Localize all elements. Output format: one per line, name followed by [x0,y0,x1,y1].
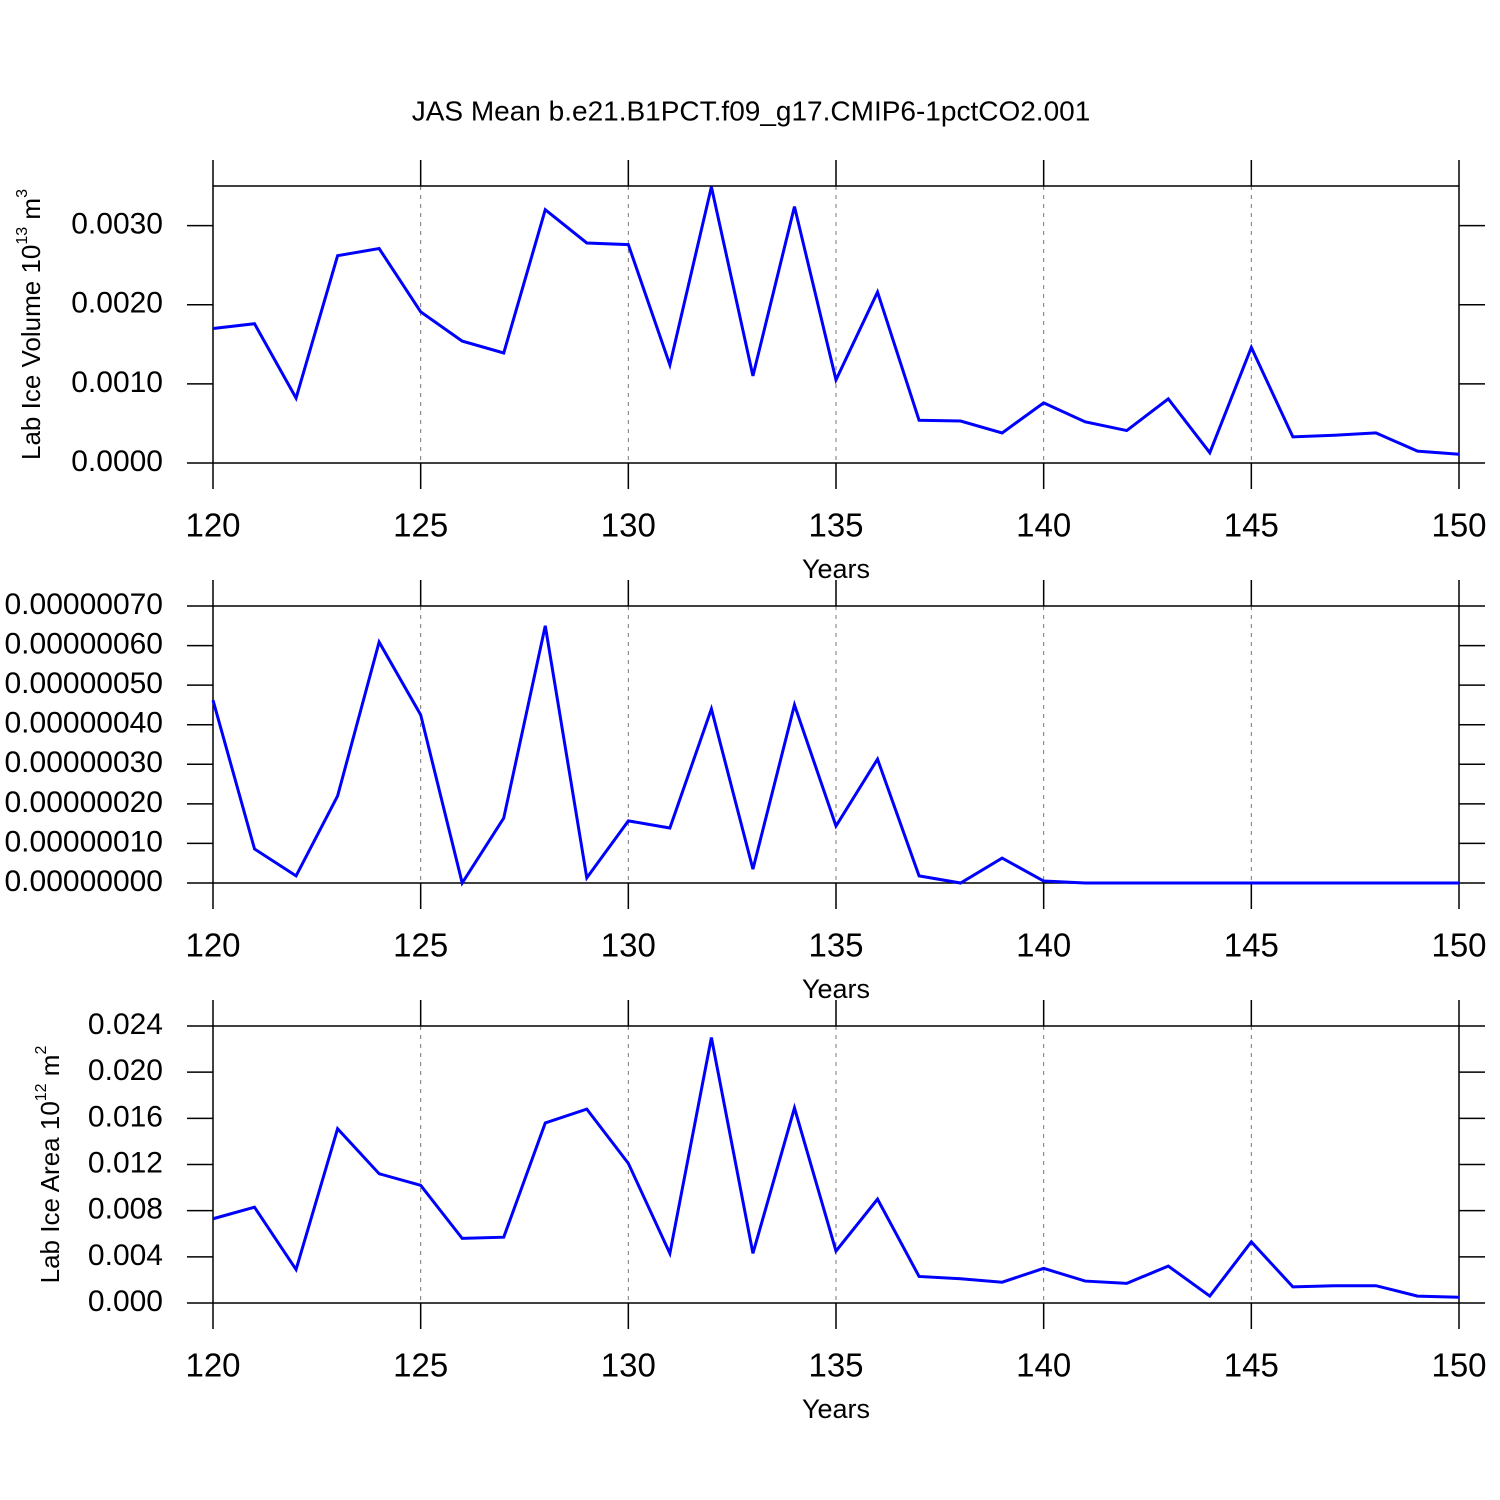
y-axis-label-part: m [16,198,46,227]
y-axis-label: Lab Ice Volume 1013 m3 [14,189,46,460]
plot-frame [212,185,1460,464]
x-tick-label: 150 [1431,507,1486,544]
y-axis-label: Lab Ice Area 1012 m2 [33,1046,65,1284]
x-tick-label: 130 [601,507,656,544]
y-axis-label-exponent: 13 [14,227,31,245]
x-axis-label: Years [802,1394,870,1424]
x-tick-label: 150 [1431,1347,1486,1384]
y-tick-label: 0.00000040 [5,707,164,740]
y-axis-label-part: Lab Ice Volume 10 [16,245,46,460]
y-axis-label-exponent: 2 [33,1046,50,1055]
x-tick-label: 125 [393,1347,448,1384]
data-line [212,186,1460,456]
x-tick-label: 120 [185,1347,240,1384]
y-tick-label: 0.00000060 [5,627,164,660]
y-axis-label-exponent: 12 [33,1083,50,1101]
y-tick-label: 0.008 [88,1193,163,1226]
x-tick-label: 140 [1016,507,1071,544]
y-axis-label-part: m [35,1055,65,1084]
y-tick-label: 0.000 [88,1285,163,1318]
data-line [212,1037,1460,1299]
y-tick-label: 0.0030 [71,207,163,240]
y-tick-label: 0.004 [88,1239,163,1272]
y-tick-label: 0.0010 [71,366,163,399]
y-axis-label-exponent: 3 [14,189,31,198]
y-tick-label: 0.016 [88,1100,163,1133]
x-tick-label: 135 [808,507,863,544]
y-tick-label: 0.00000030 [5,746,164,779]
x-tick-label: 120 [185,507,240,544]
y-tick-label: 0.00000020 [5,786,164,819]
y-axis-label-part: Lab Ice Area 10 [35,1101,65,1283]
x-tick-label: 120 [185,927,240,964]
x-tick-label: 135 [808,927,863,964]
y-tick-label: 0.020 [88,1054,163,1087]
y-tick-label: 0.00000050 [5,667,164,700]
x-tick-label: 125 [393,507,448,544]
x-tick-label: 130 [601,927,656,964]
y-tick-label: 0.00000070 [5,588,164,621]
x-tick-label: 125 [393,927,448,964]
x-tick-label: 135 [808,1347,863,1384]
x-axis-label: Years [802,554,870,584]
x-tick-label: 140 [1016,927,1071,964]
x-tick-label: 145 [1224,507,1279,544]
x-tick-label: 145 [1224,927,1279,964]
data-line [211,625,1459,887]
chart-title: JAS Mean b.e21.B1PCT.f09_g17.CMIP6-1pctC… [412,95,1091,126]
x-tick-label: 145 [1224,1347,1279,1384]
x-axis-label: Years [802,974,870,1004]
y-tick-label: 0.00000000 [5,865,164,898]
y-tick-label: 0.012 [88,1146,163,1179]
x-tick-label: 140 [1016,1347,1071,1384]
x-tick-label: 150 [1431,927,1486,964]
plot-frame [212,1025,1460,1304]
plot-frame [212,605,1460,884]
y-tick-label: 0.024 [88,1008,163,1041]
y-tick-label: 0.0020 [71,287,163,320]
y-tick-label: 0.0000 [71,445,163,478]
y-tick-label: 0.00000010 [5,825,164,858]
x-tick-label: 130 [601,1347,656,1384]
